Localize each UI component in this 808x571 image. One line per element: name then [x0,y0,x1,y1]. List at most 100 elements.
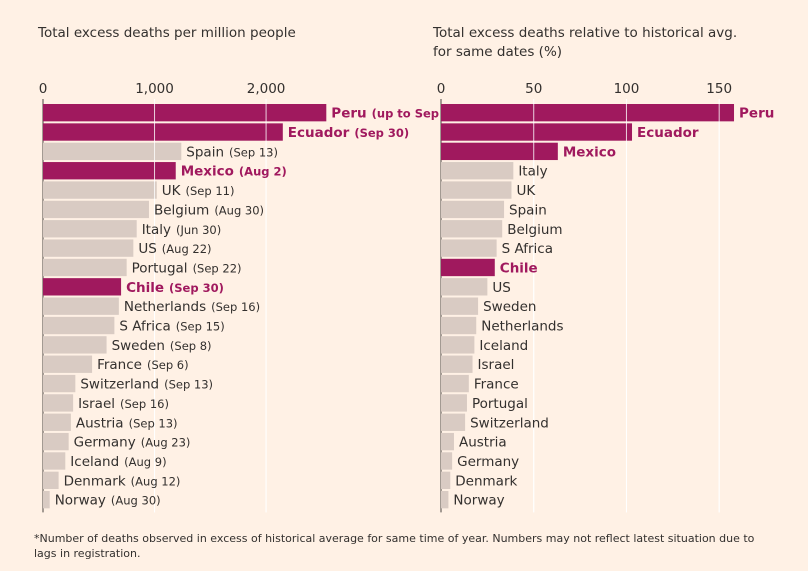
bar-label-spain: Spain [509,202,547,218]
bar-label-netherlands: Netherlands (Sep 16) [124,299,260,315]
country-name: S Africa [502,241,553,257]
x-tick-label: 0 [39,81,48,97]
bar-norway [43,491,50,509]
bar-spain [43,142,182,161]
bar-label-uk: UK [516,183,536,199]
chart-title-right: Total excess deaths relative to historic… [433,25,738,60]
bar-us [441,278,488,296]
bar-norway [441,491,449,509]
country-name: Peru [739,106,774,122]
bar-italy [43,220,137,238]
bar-label-peru: Peru [739,106,774,122]
bar-portugal [43,258,127,277]
date-note: (Sep 22) [193,261,242,275]
country-name: Mexico [563,144,616,160]
x-tick-label: 2,000 [247,81,286,97]
chart-title-left: Total excess deaths per million people [38,25,296,41]
country-name: France [97,357,142,373]
bar-label-sweden: Sweden [483,299,536,315]
date-note: (Sep 13) [164,378,213,392]
country-name: Italy [518,164,547,180]
bar-spain [441,200,505,219]
bar-label-chile: Chile [500,260,538,276]
date-note: (Sep 30) [354,126,409,140]
country-name: Austria [459,435,507,451]
bar-label-norway: Norway [453,493,504,509]
bar-label-austria: Austria [459,435,507,451]
x-tick-label: 150 [706,81,732,97]
country-name: UK [516,183,536,199]
bar-label-germany: Germany [457,454,519,470]
country-name: US [138,241,156,257]
bar-label-france: France [474,377,519,393]
country-name: Denmark [64,473,126,489]
country-name: S Africa [119,319,170,335]
bar-label-portugal: Portugal (Sep 22) [132,260,242,276]
bar-label-switzerland: Switzerland (Sep 13) [80,377,213,393]
bar-iceland [441,336,475,354]
country-name: Spain [509,202,547,218]
country-name: Germany [457,454,519,470]
date-note: (Aug 2) [239,165,287,179]
country-name: Germany [74,435,136,451]
bar-label-italy: Italy (Jun 30) [142,222,222,238]
bar-austria [43,413,71,431]
x-tick-label: 100 [614,81,640,97]
bar-italy [441,162,514,180]
bar-denmark [441,471,451,489]
bar-label-israel: Israel [478,357,515,373]
country-name: Sweden [483,299,536,315]
bar-label-us: US [492,280,510,296]
bar-label-switzerland: Switzerland [470,415,549,431]
bar-label-belgium: Belgium [507,222,562,238]
country-name: Peru [331,106,366,122]
bar-label-s-africa: S Africa (Sep 15) [119,319,224,335]
country-name: Belgium [507,222,562,238]
bar-switzerland [441,413,466,431]
bar-label-belgium: Belgium (Aug 30) [154,202,264,218]
country-name: Switzerland [470,415,549,431]
bar-label-mexico: Mexico (Aug 2) [181,164,287,180]
country-name: Mexico [181,164,234,180]
country-name: Netherlands [481,319,563,335]
x-tick-label: 50 [525,81,542,97]
bar-denmark [43,471,59,489]
bar-label-iceland: Iceland (Aug 9) [70,454,166,470]
date-note: (Sep 13) [229,145,278,159]
bar-label-uk: UK (Sep 11) [162,183,235,199]
date-note: (Sep 15) [176,320,225,334]
country-name: Switzerland [80,377,159,393]
country-name: Austria [76,415,124,431]
bar-label-denmark: Denmark [455,473,517,489]
date-note: (Sep 13) [129,416,178,430]
country-name: Ecuador [288,125,350,141]
bar-us [43,239,134,257]
bar-germany [43,432,69,451]
bar-label-ecuador: Ecuador [637,125,699,141]
country-name: Sweden [112,338,165,354]
bar-label-italy: Italy [518,164,547,180]
bar-label-chile: Chile (Sep 30) [126,280,224,296]
country-name: Iceland [70,454,119,470]
country-name: UK [162,183,182,199]
country-name: Iceland [479,338,528,354]
bar-israel [43,394,74,412]
bars [441,104,735,509]
country-name: Chile [500,260,538,276]
bar-label-iceland: Iceland [479,338,528,354]
bar-s-africa [441,239,497,257]
bar-mexico [441,142,558,161]
bar-germany [441,452,453,470]
x-tick-label: 1,000 [135,81,174,97]
bar-label-portugal: Portugal [472,396,528,412]
bar-sweden [441,297,479,315]
bar-ecuador [441,123,633,141]
bar-label-israel: Israel (Sep 16) [78,396,169,412]
bar-uk [43,181,157,199]
bar-uk [441,181,512,199]
date-note: (Aug 23) [141,436,191,450]
date-note: (Aug 22) [162,242,212,256]
country-name: Belgium [154,202,209,218]
bar-netherlands [441,316,477,335]
